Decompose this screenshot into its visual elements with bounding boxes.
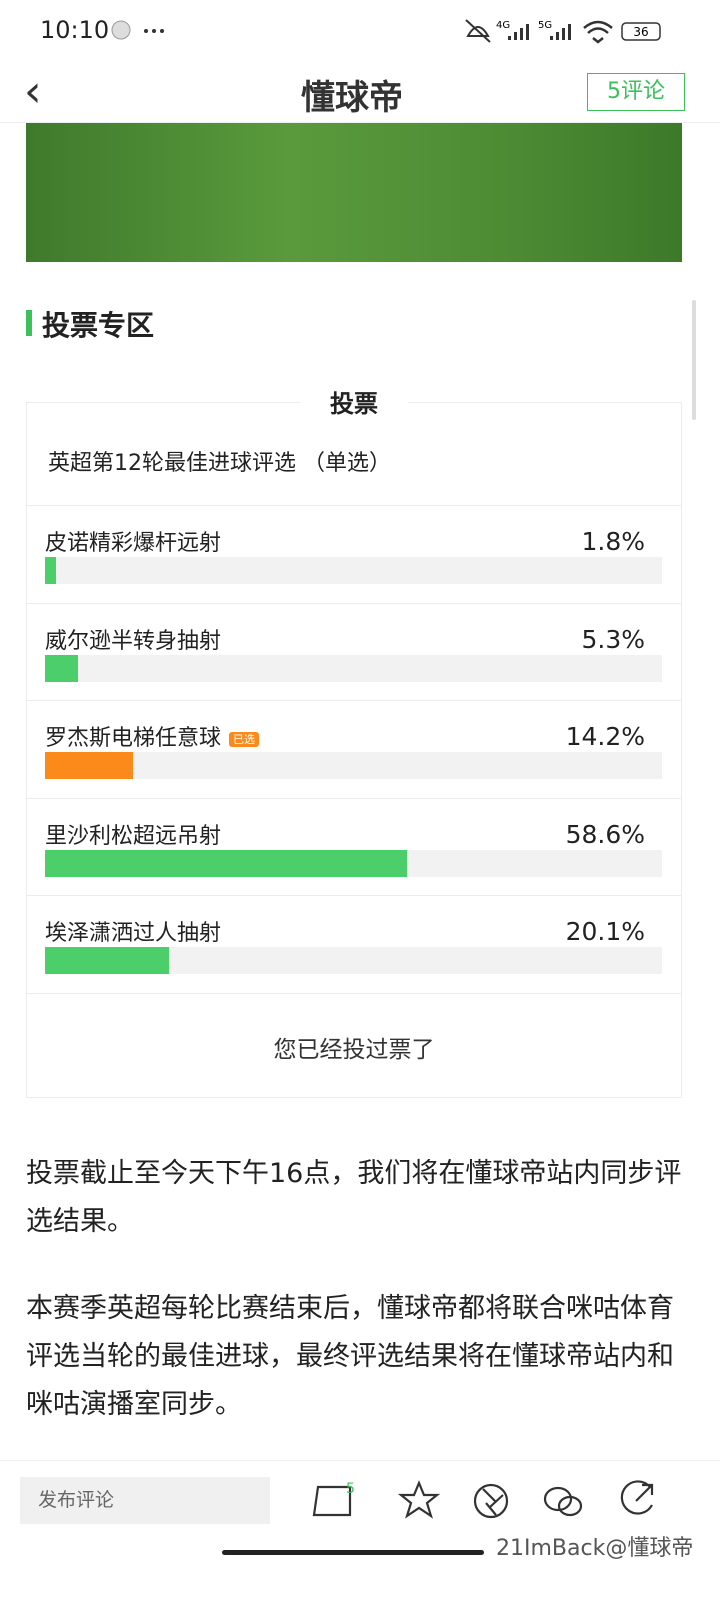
section-title: 投票专区 — [42, 309, 155, 342]
separator — [26, 602, 682, 604]
wechat-icon[interactable] — [543, 1486, 573, 1512]
status-icons-right: 4G 5G 36 — [465, 19, 661, 44]
bar-track — [45, 752, 662, 779]
option-percent: 58.6% — [565, 819, 645, 849]
bar — [45, 947, 170, 974]
back-button[interactable]: ‹ — [24, 66, 42, 117]
paragraph: 投票截止至今天下午16点，我们将在懂球帝站内同步评选结果。 — [26, 1158, 682, 1237]
bar — [45, 849, 407, 877]
option-label: 威尔逊半转身抽射 — [45, 628, 222, 654]
option-percent: 1.8% — [581, 527, 645, 556]
battery-label: 36 — [633, 25, 648, 39]
share-icon[interactable] — [620, 1480, 654, 1515]
app-title: 懂球帝 — [301, 78, 403, 118]
comment-button[interactable]: 5评论 — [587, 73, 685, 111]
bar-track — [45, 654, 662, 682]
comment-input[interactable]: 发布评论 — [20, 1477, 270, 1524]
bar — [45, 654, 78, 682]
separator — [26, 895, 682, 896]
time: 10:10 — [40, 16, 110, 44]
net-label: 5G — [538, 20, 552, 31]
separator — [26, 505, 682, 506]
scrollbar — [692, 300, 696, 420]
vote-status: 您已经投过票了 — [273, 1037, 435, 1063]
divider — [0, 1460, 720, 1461]
bar — [45, 752, 133, 779]
net-label: 4G — [496, 20, 510, 31]
selected-badge: 已选 — [229, 732, 260, 747]
option-percent: 20.1% — [565, 917, 645, 946]
home-indicator — [222, 1550, 484, 1555]
option-label: 埃泽潇洒过人抽射 — [45, 921, 222, 946]
bar-track — [45, 557, 662, 584]
status-icons-left — [111, 20, 164, 40]
option-label: 里沙利松超远吊射 — [45, 823, 222, 849]
video-image[interactable] — [26, 123, 682, 262]
poll-heading: 投票 — [300, 384, 408, 419]
action-icons: 5 — [312, 1480, 654, 1519]
divider — [0, 122, 720, 123]
watermark: 21ImBack@懂球帝 — [496, 1536, 694, 1561]
comment-icon[interactable] — [312, 1485, 352, 1517]
bar — [45, 557, 57, 584]
paragraph: 本赛季英超每轮比赛结束后，懂球帝都将联合咪咕体育评选当轮的最佳进球，最终评选结果… — [26, 1293, 674, 1420]
separator — [26, 993, 682, 994]
option-percent: 14.2% — [565, 722, 645, 751]
moments-icon[interactable] — [473, 1483, 509, 1519]
poll-question: 英超第12轮最佳进球评选 （单选） — [48, 451, 391, 476]
separator — [26, 797, 682, 799]
option-label: 罗杰斯电梯任意球 已选 — [45, 720, 260, 752]
section-marker — [26, 310, 32, 336]
separator — [26, 700, 682, 701]
favorite-icon[interactable] — [397, 1480, 441, 1519]
option-label: 皮诺精彩爆杆远射 — [45, 531, 222, 556]
option-percent: 5.3% — [581, 624, 645, 654]
comment-count: 5 — [346, 1481, 355, 1497]
